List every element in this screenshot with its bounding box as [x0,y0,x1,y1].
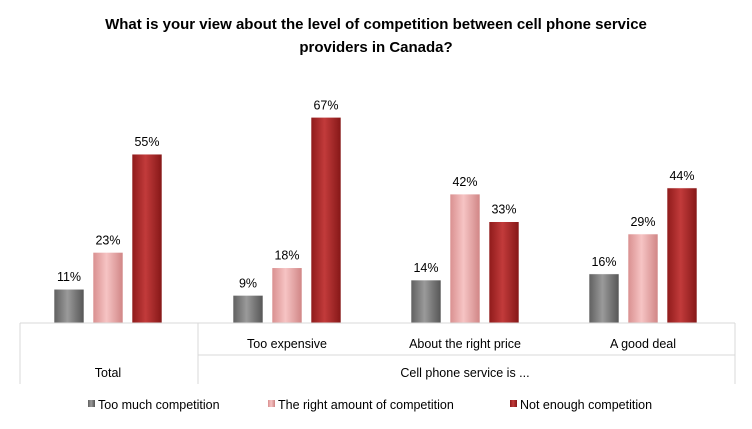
value-label-about-the-right-price-the-right-amount-of-competition: 42% [452,175,477,189]
legend-label-not-enough-competition: Not enough competition [520,398,652,412]
value-label-a-good-deal-not-enough-competition: 44% [669,169,694,183]
value-label-about-the-right-price-not-enough-competition: 33% [491,203,516,217]
chart-title-line-2: providers in Canada? [299,39,452,56]
bar-too-expensive-not-enough-competition [310,117,342,324]
bar-too-expensive-the-right-amount-of-competition [271,267,303,324]
value-label-about-the-right-price-too-much-competition: 14% [413,261,438,275]
bar-total-the-right-amount-of-competition [92,252,124,324]
bars-layer [53,117,698,324]
value-label-too-expensive-the-right-amount-of-competition: 18% [274,249,299,263]
value-label-a-good-deal-too-much-competition: 16% [591,255,616,269]
category-label-about-right-price: About the right price [409,337,521,351]
value-labels-layer: 11% 23% 55% 9% 18% 67% 14% 42% 33% 16% 29% 44% [57,98,695,290]
category-label-good-deal: A good deal [610,337,676,351]
bar-a-good-deal-the-right-amount-of-competition [627,233,659,324]
legend-swatch-not-enough-competition [510,400,517,407]
bar-about-the-right-price-not-enough-competition [488,221,520,324]
legend-swatch-too-much-competition [88,400,95,407]
bar-too-expensive-too-much-competition [232,295,264,324]
bar-a-good-deal-not-enough-competition [666,187,698,324]
bar-a-good-deal-too-much-competition [588,273,620,324]
category-label-total: Total [95,366,121,380]
legend: Too much competition The right amount of … [88,398,652,412]
bar-total-too-much-competition [53,288,85,324]
bar-about-the-right-price-too-much-competition [410,279,442,324]
value-label-total-the-right-amount-of-competition: 23% [95,233,120,247]
legend-label-too-much-competition: Too much competition [98,398,220,412]
value-label-total-not-enough-competition: 55% [134,135,159,149]
legend-swatch-the-right-amount-of-competition [268,400,275,407]
legend-label-the-right-amount-of-competition: The right amount of competition [278,398,454,412]
category-label-too-expensive: Too expensive [247,337,327,351]
chart-title-line-1: What is your view about the level of com… [105,16,647,33]
value-label-total-too-much-competition: 11% [57,270,81,284]
value-label-a-good-deal-the-right-amount-of-competition: 29% [630,215,655,229]
value-label-too-expensive-not-enough-competition: 67% [313,98,338,112]
group-label-cell-phone-service: Cell phone service is ... [400,366,529,380]
bar-about-the-right-price-the-right-amount-of-competition [449,193,481,324]
bar-total-not-enough-competition [131,153,163,324]
value-label-too-expensive-too-much-competition: 9% [239,276,257,290]
